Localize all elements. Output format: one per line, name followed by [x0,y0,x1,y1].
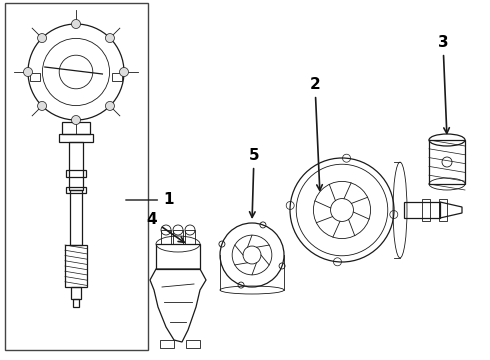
Bar [185,230,195,244]
Circle shape [105,102,115,111]
Bar [71,287,81,299]
Bar [422,199,430,221]
Bar [70,190,82,245]
Bar [66,187,86,193]
Bar [62,122,90,134]
Bar [69,142,83,190]
Circle shape [72,19,80,28]
Bar [66,170,86,177]
Circle shape [38,33,47,42]
Bar [186,340,200,348]
Bar [73,299,79,307]
Bar [161,230,171,244]
Text: 5: 5 [249,148,259,217]
Bar [5,3,148,350]
Bar [59,134,93,142]
Text: 1: 1 [126,193,173,207]
Bar [65,245,87,287]
Circle shape [105,33,115,42]
Bar [156,244,200,269]
Text: 2: 2 [310,77,322,190]
Bar [429,140,465,184]
Bar [30,73,40,81]
Circle shape [38,102,47,111]
Circle shape [120,68,128,77]
Bar [160,340,174,348]
Bar [173,230,183,244]
Circle shape [24,68,32,77]
Bar [404,202,440,218]
Text: 4: 4 [147,212,184,242]
Bar [439,199,447,221]
Bar [112,73,122,81]
Circle shape [72,116,80,125]
Text: 3: 3 [438,35,449,133]
